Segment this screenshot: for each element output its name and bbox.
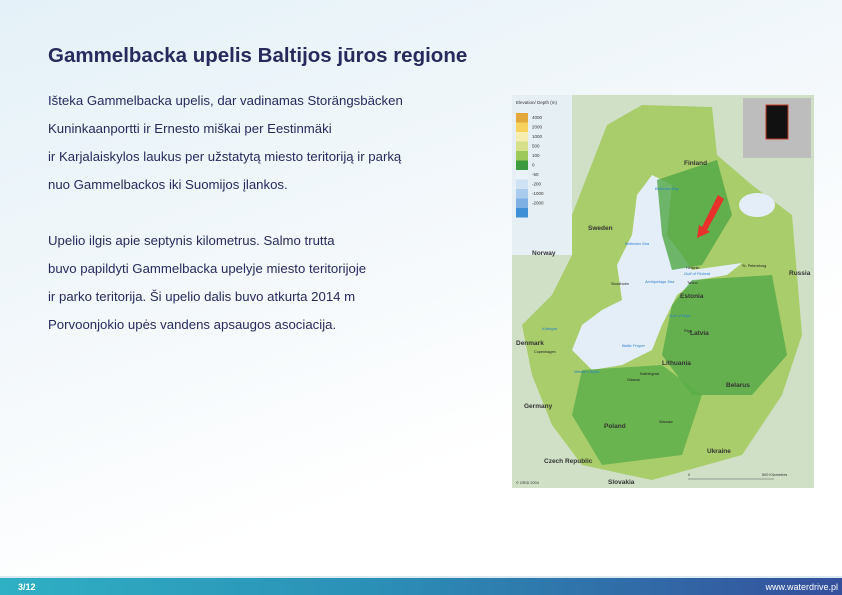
city-label: Kaliningrad <box>640 372 659 376</box>
country-label: Slovakia <box>608 479 635 486</box>
legend-swatch <box>516 132 528 142</box>
country-label: Estonia <box>680 293 704 300</box>
legend-label: 0 <box>532 163 535 168</box>
country-label: Sweden <box>588 225 613 232</box>
sea-label: Gulf of Riga <box>669 313 691 318</box>
poland-lowland <box>572 365 702 465</box>
text-line: Porvoonjokio upės vandens apsaugos asoci… <box>48 317 337 332</box>
legend-swatch <box>516 151 528 161</box>
legend-label: -2000 <box>532 201 544 206</box>
country-label: Norway <box>532 250 556 257</box>
text-line: Išteka Gammelbacka upelis, dar vadinamas… <box>48 93 403 108</box>
website-url: www.waterdrive.pl <box>765 582 838 592</box>
legend-swatch <box>516 160 528 170</box>
legend: Elevation/ Depth (m) 4000200010005001000… <box>516 100 558 218</box>
baltic-states-lowland <box>662 275 787 395</box>
sea-label: Kattegat <box>542 326 558 331</box>
finland-lowland <box>657 160 732 270</box>
text-line: Kuninkaanportti ir Ernesto miškai per Ee… <box>48 121 332 136</box>
sea-label: Archipelago Sea <box>644 279 675 284</box>
country-label: Denmark <box>516 340 544 347</box>
legend-label: 4000 <box>532 115 543 120</box>
scale-zero: 0 <box>688 473 690 477</box>
page-number: 3/12 <box>18 582 36 592</box>
location-arrow-icon <box>697 195 724 238</box>
inset-highlight <box>765 104 789 140</box>
legend-swatch <box>516 122 528 132</box>
country-label: Latvia <box>690 330 709 337</box>
map-credit: © GRID 2004 <box>516 481 539 485</box>
country-label: Ukraine <box>707 448 731 455</box>
country-label: Finland <box>684 160 707 167</box>
legend-label: 500 <box>532 144 540 149</box>
text-line: buvo papildyti Gammelbacka upelyje miest… <box>48 261 367 276</box>
city-label: Riga <box>684 329 693 333</box>
country-label: Czech Republic <box>544 458 593 465</box>
sea-label: Gulf of Finland <box>684 271 711 276</box>
sea-label: Baltic Proper <box>622 343 646 348</box>
country-label: Russia <box>789 270 811 277</box>
text-line: ir Karjalaiskylos laukus per užstatytą m… <box>48 149 402 164</box>
legend-swatch <box>516 189 528 199</box>
text-line: nuo Gammelbackos iki Suomijos įlankos. <box>48 177 288 192</box>
legend-swatch <box>516 141 528 151</box>
baltic-region-map: Elevation/ Depth (m) 4000 2000 1000 500 100 0… <box>512 95 814 488</box>
text-line: Upelio ilgis apie septynis kilometrus. S… <box>48 233 335 248</box>
legend-label: -200 <box>532 182 542 187</box>
city-label: Gdansk <box>627 378 640 382</box>
paragraph-details: Upelio ilgis apie septynis kilometrus. S… <box>48 227 366 339</box>
country-label: Belarus <box>726 382 750 389</box>
legend-label: 100 <box>532 153 540 158</box>
legend-swatch <box>516 113 528 123</box>
city-label: Stockholm <box>611 282 629 286</box>
legend-swatch <box>516 179 528 189</box>
legend-swatch <box>516 170 528 180</box>
legend-swatch <box>516 198 528 208</box>
city-label: Tallinn <box>687 281 698 285</box>
country-label: Germany <box>524 403 553 410</box>
footer-divider <box>0 576 842 578</box>
sea-label: Western Baltic <box>574 369 600 374</box>
country-label: Lithuania <box>662 360 691 367</box>
city-label: Copenhagen <box>534 350 556 354</box>
sea-label: Bothnian Sea <box>625 241 650 246</box>
scale-label: 500 Kilometres <box>762 473 787 477</box>
country-label: Poland <box>604 423 626 430</box>
legend-label: 2000 <box>532 125 543 130</box>
footer-bar: 3/12 www.waterdrive.pl <box>0 578 842 595</box>
legend-title: Elevation/ Depth (m) <box>516 100 558 105</box>
legend-label: -50 <box>532 172 539 177</box>
legend-label: 1000 <box>532 134 543 139</box>
slide-title: Gammelbacka upelis Baltijos jūros region… <box>48 44 468 67</box>
legend-label: -1000 <box>532 191 544 196</box>
baltic-sea <box>572 175 742 370</box>
legend-swatch <box>516 208 528 218</box>
lake-ladoga <box>739 193 775 217</box>
city-label: Warsaw <box>659 420 673 424</box>
paragraph-description: Išteka Gammelbacka upelis, dar vadinamas… <box>48 87 403 199</box>
city-label: St. Petersburg <box>742 264 766 268</box>
text-line: ir parko teritorija. Ši upelio dalis buv… <box>48 289 356 304</box>
sea-label: Bothnian Bay <box>655 186 680 191</box>
city-label: Helsinki <box>686 266 699 270</box>
